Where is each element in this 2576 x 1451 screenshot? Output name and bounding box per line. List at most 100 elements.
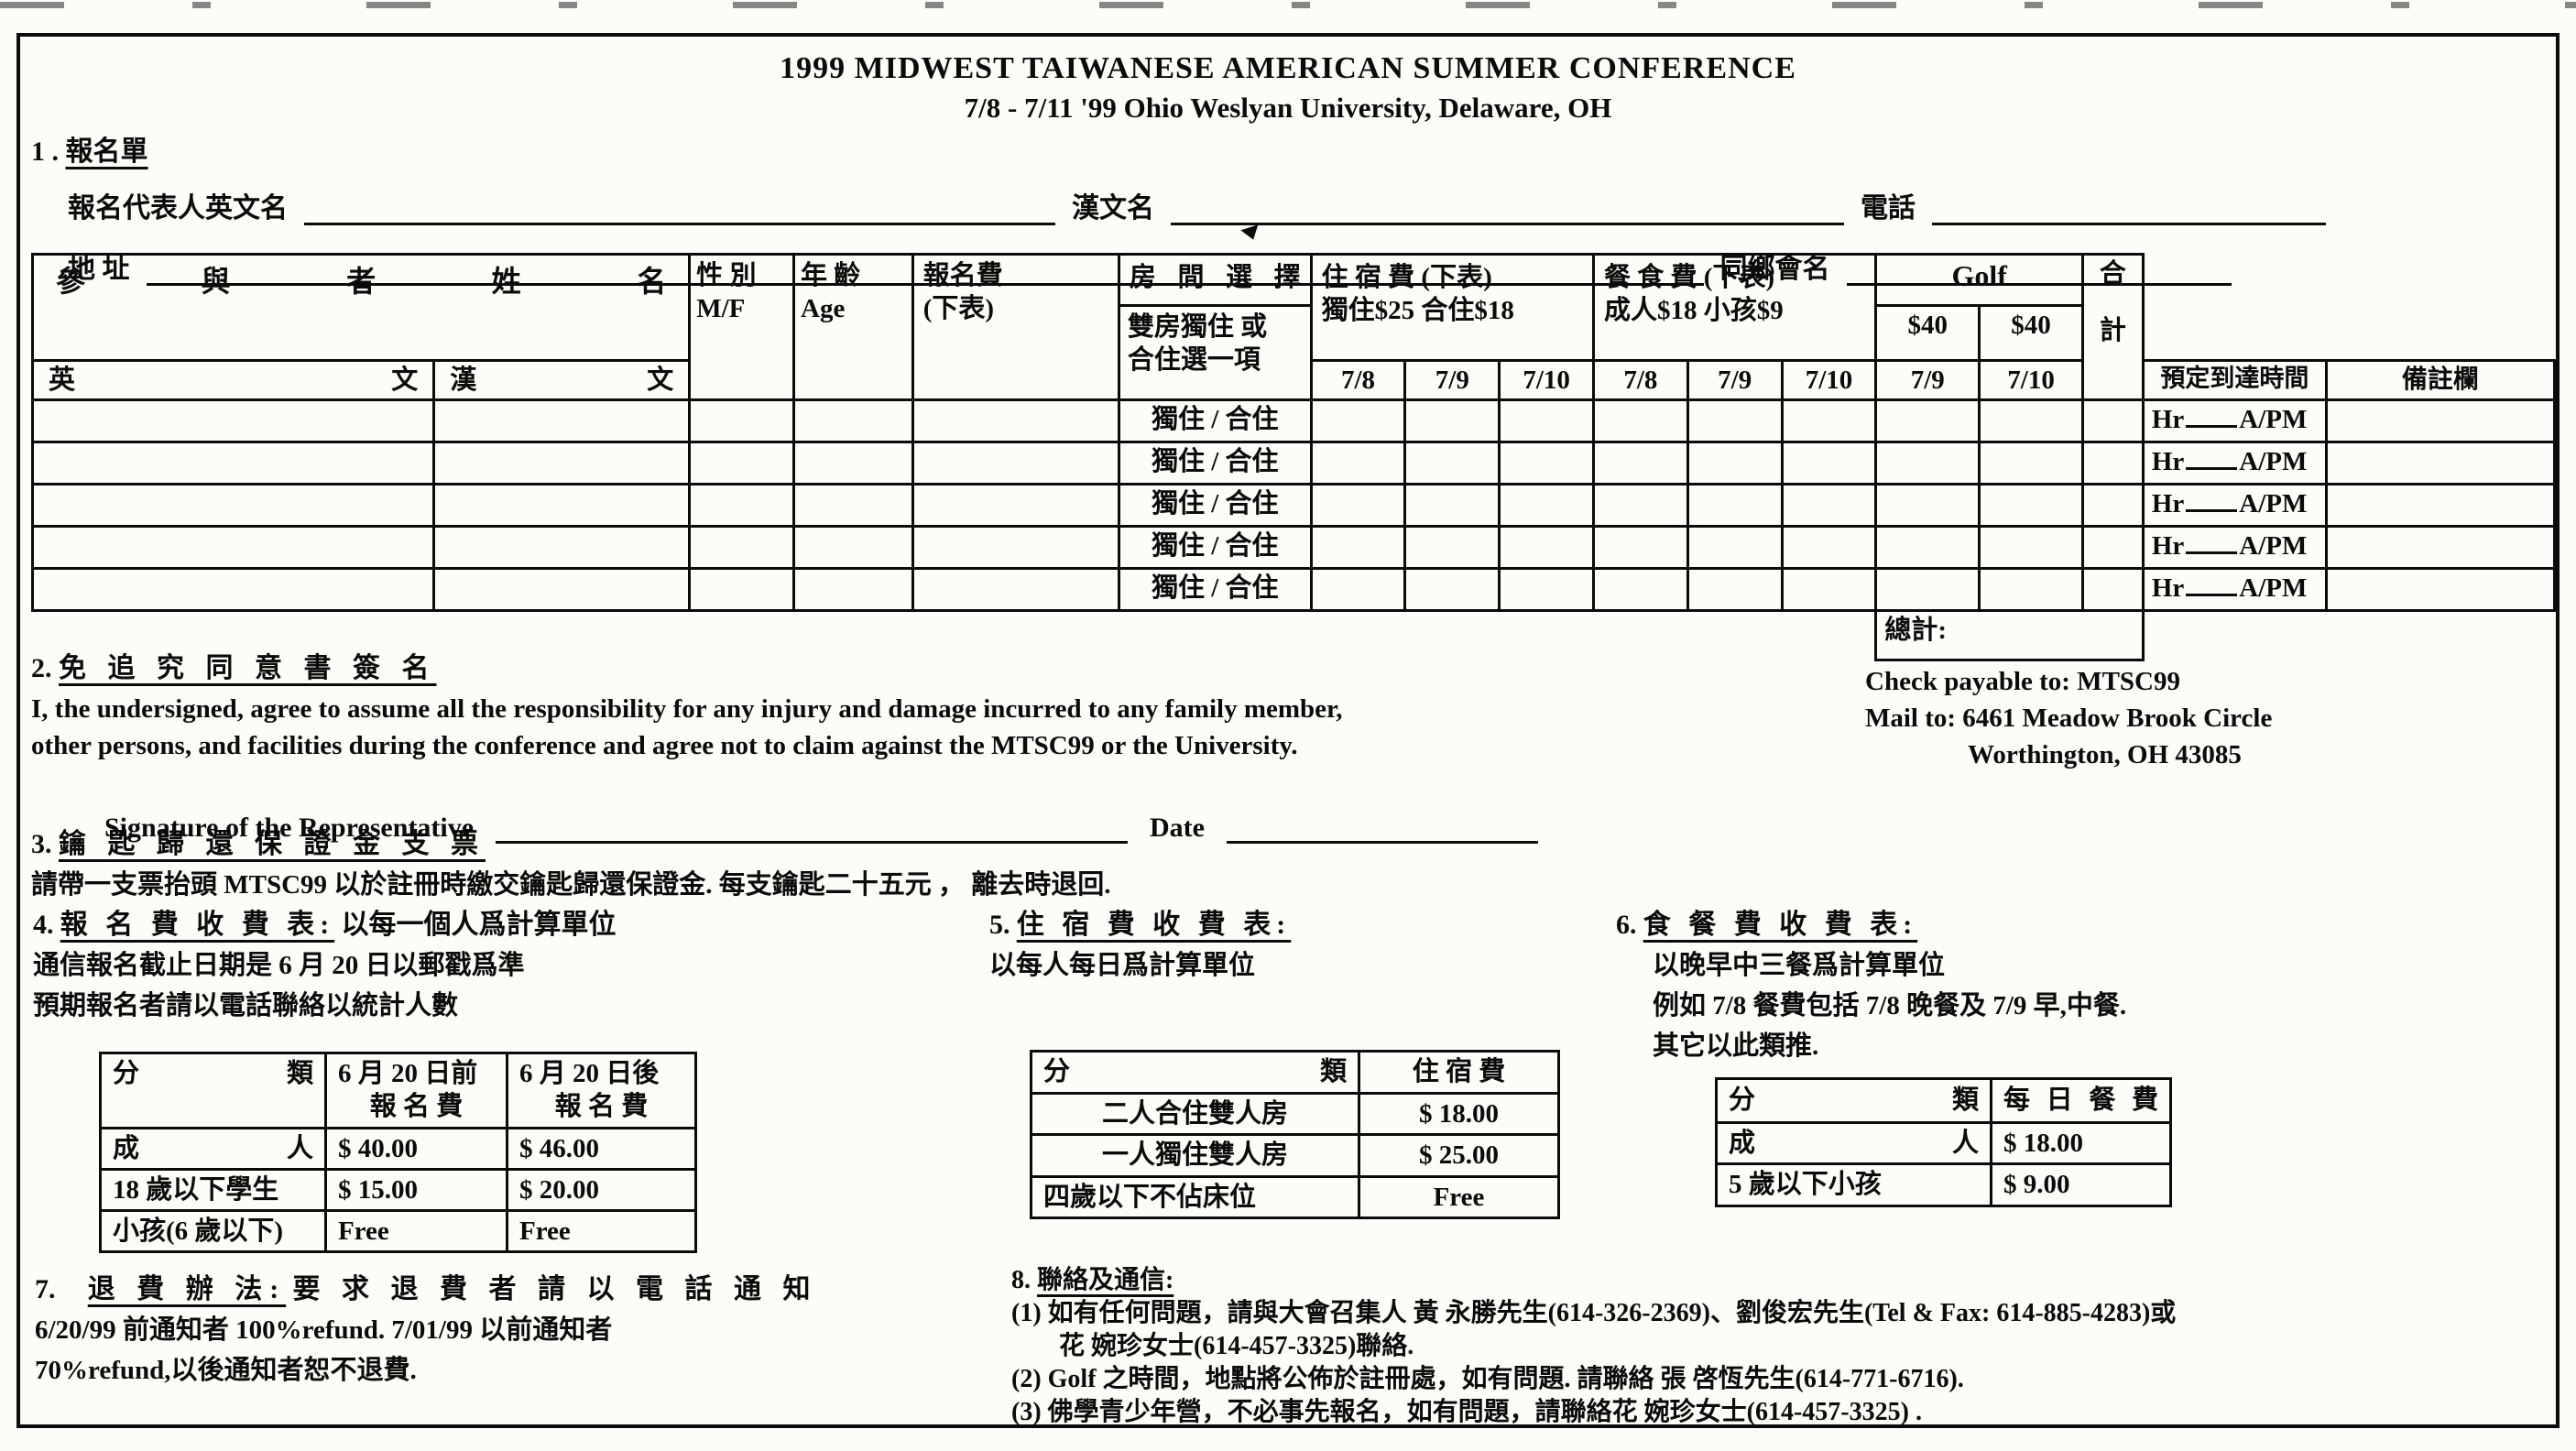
participant-row-1: 獨住 / 合住 Hr A/PM	[30, 398, 2557, 444]
conference-title: 1999 MIDWEST TAIWANESE AMERICAN SUMMER C…	[780, 51, 1796, 85]
meal-row-child: 5 歲以下小孩 $ 9.00	[1715, 1162, 2172, 1207]
participants-table: 參 與 者 姓 名 性 別 M/F 年 齡 Age 報名費 (下表) 房 間 選…	[30, 252, 2557, 662]
blank-cell	[30, 441, 436, 486]
value-cell: $ 40.00	[324, 1126, 508, 1171]
blank-cell	[1403, 525, 1501, 571]
category-cell: 成 人	[1715, 1120, 1992, 1166]
blank-cell	[432, 441, 692, 486]
section-4-heading-row: 4. 報 名 費 收 費 表: 以每一個人爲計算單位	[33, 905, 949, 945]
blank-cell	[2324, 441, 2557, 486]
col-header-chinese-name: 漢 文	[432, 358, 692, 402]
form-title-block: 1999 MIDWEST TAIWANESE AMERICAN SUMMER C…	[20, 51, 2556, 125]
contact-line-3: (3) 佛學青少年營，不必事先報名，如有問題，請聯絡花 婉珍女士(614-457…	[1011, 1398, 1922, 1426]
cell-text: Free	[1433, 1182, 1485, 1212]
contact-line-1: (1) 如有任何問題，請與大會召集人 黃 永勝先生(614-326-2369)、…	[1011, 1299, 2177, 1327]
arrival-hr-text: Hr	[2151, 447, 2185, 477]
blank-cell	[1978, 483, 2084, 529]
date-text: 7/9	[1718, 365, 1752, 395]
blank-cell	[432, 567, 692, 613]
participant-row-3: 獨住 / 合住 Hr A/PM	[30, 483, 2557, 529]
cell-text: $ 9.00	[2003, 1170, 2070, 1200]
contact-line-1b: 花 婉珍女士(614-457-3325)聯絡.	[1059, 1332, 1414, 1360]
col-header-participant-name: 參 與 者 姓 名	[30, 253, 692, 362]
blank-cell	[688, 398, 795, 444]
arrival-blank	[2186, 487, 2238, 513]
col-header-lodging-fee: 住 宿 費 (下表) 獨住$25 合住$18	[1309, 253, 1596, 362]
header-text-l1: 6 月 20 日後	[519, 1059, 660, 1088]
participant-row-4: 獨住 / 合住 Hr A/PM	[30, 525, 2557, 571]
arrival-hr-text: Hr	[2151, 573, 2185, 604]
category-cell: 小孩(6 歲以下)	[99, 1208, 327, 1254]
blank-cell	[1780, 567, 1878, 613]
date-text: 7/10	[1805, 365, 1853, 395]
date-text: 7/9	[1910, 365, 1945, 395]
cell-text: $ 15.00	[338, 1174, 418, 1205]
col-header-sex: 性 別 M/F	[688, 252, 795, 402]
blank-cell	[688, 567, 795, 613]
arrival-time-cell: Hr A/PM	[2141, 525, 2328, 571]
cell-text: 成 人	[1729, 1129, 1979, 1158]
meal-table-header-category: 分 類	[1715, 1077, 1992, 1124]
blank-cell	[1498, 483, 1596, 529]
conference-dates-venue: 7/8 - 7/11 '99 Ohio Weslyan University, …	[964, 92, 1612, 124]
category-cell: 5 歲以下小孩	[1715, 1162, 1992, 1207]
section-5-number: 5.	[989, 910, 1010, 940]
age-header-en: Age	[801, 294, 846, 324]
golf-fee-710-header: $40	[1978, 304, 2084, 362]
lodging-table-header-category: 分 類	[1030, 1050, 1360, 1095]
room-choice-cell: 獨住 / 合住	[1117, 398, 1313, 444]
cell-text: $ 18.00	[2003, 1129, 2083, 1158]
col-header-meal-fee: 餐 食 費 (下表) 成人$18 小孩$9	[1592, 253, 1878, 362]
lodging-row-shared: 二人合住雙人房 $ 18.00	[1030, 1091, 1560, 1137]
rep-english-name-blank	[304, 190, 1055, 225]
section-4-heading: 報 名 費 收 費 表:	[60, 910, 335, 940]
section-5-lodging-fees: 5. 住 宿 費 收 費 表: 以每人每日爲計算單位 分 類 住 宿 費 二人合…	[989, 905, 1594, 1219]
blank-cell	[792, 441, 914, 486]
sex-header-en: M/F	[696, 294, 746, 324]
value-cell: $ 15.00	[324, 1167, 508, 1213]
header-text-l2: 報 名 費	[369, 1092, 464, 1122]
section-7-heading: 退 費 辦 法:	[87, 1274, 287, 1304]
arrival-time-cell: Hr A/PM	[2141, 483, 2328, 529]
cell-text: Free	[338, 1216, 389, 1246]
check-payable-line: Check payable to: MTSC99	[1865, 667, 2180, 696]
room-choice-text: 獨住 / 合住	[1152, 531, 1279, 562]
blank-cell	[1978, 441, 2084, 486]
golf-header-text: Golf	[1951, 259, 2007, 292]
section-1-heading-row: 1 . 報名單	[31, 128, 2532, 169]
participant-row-5: 獨住 / 合住 Hr A/PM	[30, 567, 2557, 613]
date-text: 7/9	[1435, 365, 1469, 395]
blank-cell	[1498, 567, 1596, 613]
value-cell: $ 18.00	[1358, 1091, 1560, 1137]
blank-cell	[1686, 483, 1784, 529]
signature-label: Signature of the Representative	[104, 813, 475, 843]
meal-date-78-header: 7/8	[1592, 358, 1689, 402]
fee-table-row-child: 小孩(6 歲以下) Free Free	[99, 1208, 697, 1254]
value-cell: $ 25.00	[1358, 1133, 1560, 1178]
section-6-number: 6.	[1616, 910, 1637, 940]
value-cell: Free	[1358, 1174, 1560, 1219]
cell-text: 四歲以下不佔床位	[1043, 1182, 1257, 1212]
fee-table-header-before: 6 月 20 日前 報 名 費	[324, 1052, 508, 1129]
blank-cell	[911, 441, 1120, 486]
chinese-name-header-text: 漢 文	[450, 365, 674, 395]
scan-artifact-top-edge	[0, 2, 2576, 8]
contact-line-2: (2) Golf 之時間，地點將公佈於註冊處，如有問題. 請聯絡 張 啓恆先生(…	[1011, 1365, 1964, 1393]
blank-cell	[2324, 525, 2557, 571]
blank-cell	[1498, 525, 1596, 571]
section-7-heading-row: 7. 退 費 辦 法: 要 求 退 費 者 請 以 電 話 通 知	[35, 1270, 969, 1310]
section-6-heading: 食 餐 費 收 費 表:	[1643, 910, 1918, 940]
grand-total-label: 總計:	[1884, 616, 1948, 646]
remarks-header-text: 備註欄	[2401, 365, 2479, 394]
section-4-line2: 通信報名截止日期是 6 月 20 日以郵戳爲準	[33, 951, 525, 980]
blank-cell	[792, 398, 914, 444]
blank-cell	[1309, 567, 1407, 613]
blank-cell	[30, 483, 436, 529]
cell-text: 18 歲以下學生	[113, 1174, 279, 1205]
blank-cell	[2080, 398, 2145, 444]
sex-header-cjk: 性 別	[696, 261, 757, 290]
blank-cell	[911, 483, 1120, 529]
blank-cell	[1686, 567, 1784, 613]
header-text: 住 宿 費	[1412, 1057, 1506, 1087]
col-header-golf: Golf	[1874, 253, 2084, 307]
